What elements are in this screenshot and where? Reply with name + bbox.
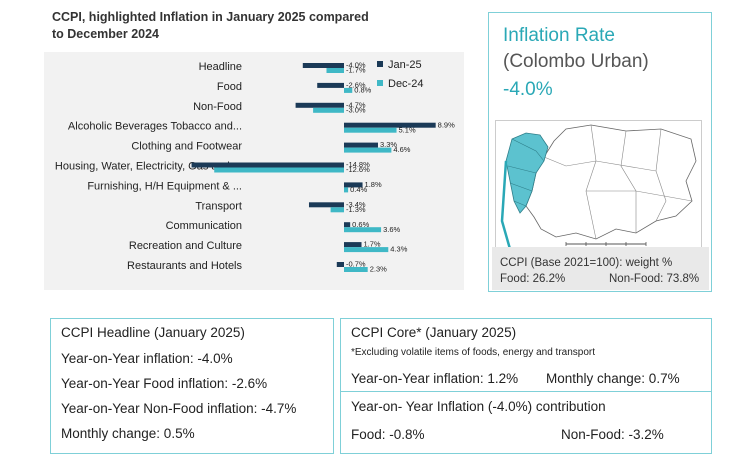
inflation-rate-panel: Inflation Rate (Colombo Urban) -4.0%	[488, 12, 712, 292]
data-label: -14.8%	[346, 160, 370, 169]
legend-label: Jan-25	[388, 59, 422, 71]
bar-jan-25	[344, 142, 378, 148]
core-box-title: CCPI Core* (January 2025)	[351, 325, 517, 340]
data-label: -1.7%	[346, 66, 366, 75]
bar-dec-24	[344, 187, 349, 193]
bar-chart: Headline -4.0%-1.7% Food -2.6%0.8% Non-Food -…	[55, 59, 455, 274]
data-label: -0.7%	[346, 260, 366, 269]
headline-yoy: Year-on-Year inflation: -4.0%	[61, 351, 233, 366]
contribution-food: Food: -0.8%	[351, 427, 425, 442]
inflation-rate-subtitle: (Colombo Urban)	[503, 51, 649, 72]
data-label: 4.6%	[393, 145, 410, 154]
bar-jan-25	[191, 162, 344, 168]
inflation-rate-value: -4.0%	[503, 79, 553, 100]
bar-dec-24	[344, 147, 392, 153]
legend-swatch-dec-24	[377, 80, 383, 86]
core-note: *Excluding volatile items of foods, ener…	[351, 347, 596, 358]
data-label: 3.6%	[383, 225, 400, 234]
data-label: 1.7%	[364, 240, 381, 249]
legend-swatch-jan-25	[377, 61, 383, 67]
category-label: Clothing and Footwear	[131, 141, 242, 153]
bar-jan-25	[308, 202, 344, 208]
core-monthly: Monthly change: 0.7%	[546, 371, 680, 386]
category-label: Recreation and Culture	[129, 240, 242, 252]
headline-box-title: CCPI Headline (January 2025)	[61, 325, 245, 340]
category-label: Headline	[199, 61, 242, 73]
data-label: 2.3%	[370, 265, 387, 274]
bar-jan-25	[317, 82, 344, 88]
bar-dec-24	[344, 227, 382, 233]
headline-food: Year-on-Year Food inflation: -2.6%	[61, 376, 268, 391]
bar-jan-25	[344, 182, 363, 188]
inflation-rate-title: Inflation Rate	[503, 25, 615, 46]
core-yoy: Year-on-Year inflation: 1.2%	[351, 371, 519, 386]
contribution-nonfood: Non-Food: -3.2%	[561, 427, 664, 442]
bar-jan-25	[344, 122, 436, 128]
headline-monthly: Monthly change: 0.5%	[61, 426, 195, 441]
weight-info: CCPI (Base 2021=100): weight % Food: 26.…	[492, 247, 709, 290]
category-label: Non-Food	[193, 101, 242, 113]
bar-jan-25	[344, 242, 362, 248]
category-label: Furnishing, H/H Equipment & ...	[87, 180, 242, 192]
bar-dec-24	[344, 267, 368, 272]
contribution-title: Year-on- Year Inflation (-4.0%) contribu…	[351, 399, 606, 414]
data-label: -1.3%	[346, 205, 366, 214]
colombo-map	[495, 120, 702, 255]
data-label: 1.8%	[365, 180, 382, 189]
category-label: Communication	[166, 220, 242, 232]
data-label: 5.1%	[399, 125, 416, 134]
bar-dec-24	[344, 127, 397, 133]
bar-jan-25	[344, 222, 351, 228]
bar-dec-24	[344, 247, 389, 253]
data-label: 0.6%	[352, 220, 369, 229]
data-label: -4.0%	[346, 61, 366, 70]
data-label: 0.8%	[354, 86, 371, 95]
weight-label: CCPI (Base 2021=100): weight %	[500, 257, 673, 269]
bar-dec-24	[214, 167, 344, 173]
chart-title: CCPI, highlighted Inflation in January 2…	[52, 10, 369, 41]
headline-box: CCPI Headline (January 2025) Year-on-Yea…	[50, 318, 334, 454]
category-label: Alcoholic Beverages Tobacco and...	[68, 121, 242, 133]
bar-dec-24	[313, 107, 344, 113]
legend-label: Dec-24	[388, 78, 423, 90]
bar-jan-25	[336, 262, 344, 267]
data-label: -3.4%	[346, 200, 366, 209]
nonfood-weight: Non-Food: 73.8%	[609, 273, 700, 285]
bar-dec-24	[330, 207, 344, 213]
data-label: 8.9%	[438, 120, 455, 129]
headline-nonfood: Year-on-Year Non-Food inflation: -4.7%	[61, 401, 297, 416]
data-label: 3.3%	[380, 140, 397, 149]
data-label: 0.4%	[350, 185, 367, 194]
bar-jan-25	[302, 63, 344, 68]
category-label: Food	[217, 81, 242, 93]
data-label: -3.0%	[346, 105, 366, 114]
category-label: Restaurants and Hotels	[127, 260, 242, 272]
data-label: -4.7%	[346, 100, 366, 109]
food-weight: Food: 26.2%	[500, 273, 566, 285]
data-label: -2.6%	[346, 81, 366, 90]
sri-lanka-district-map-icon	[500, 124, 697, 250]
category-label: Transport	[195, 200, 242, 212]
box-divider	[341, 391, 711, 392]
data-label: 4.3%	[390, 245, 407, 254]
bar-dec-24	[344, 87, 353, 93]
core-box: CCPI Core* (January 2025) *Excluding vol…	[340, 318, 712, 454]
data-label: -12.6%	[346, 165, 370, 174]
bar-dec-24	[326, 68, 344, 73]
bar-jan-25	[295, 102, 344, 108]
